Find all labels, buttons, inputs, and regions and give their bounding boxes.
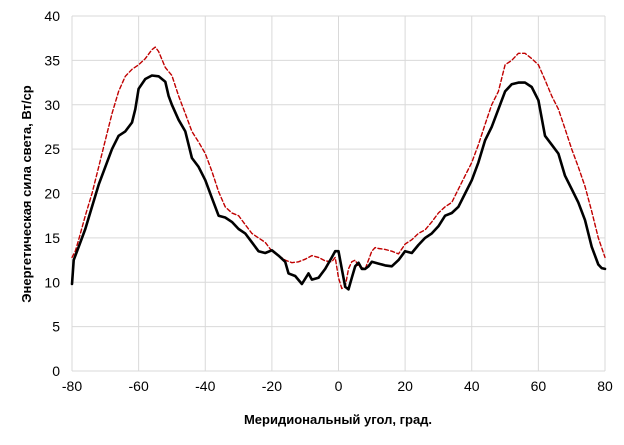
x-tick-label: 40 — [464, 378, 480, 394]
y-axis-title: Энергетическая сила света, Вт/ср — [19, 85, 34, 303]
y-tick-label: 25 — [44, 141, 60, 157]
y-tick-label: 40 — [44, 8, 60, 24]
x-tick-label: -20 — [262, 378, 282, 394]
y-tick-label: 10 — [44, 274, 60, 290]
x-tick-label: 0 — [335, 378, 343, 394]
x-tick-label: -60 — [129, 378, 149, 394]
y-tick-label: 30 — [44, 97, 60, 113]
x-tick-label: -40 — [195, 378, 215, 394]
y-tick-label: 15 — [44, 230, 60, 246]
x-tick-label: -80 — [62, 378, 82, 394]
x-tick-label: 60 — [531, 378, 547, 394]
x-axis-title: Меридиональный угол, град. — [244, 412, 432, 427]
y-tick-label: 5 — [52, 319, 60, 335]
y-tick-label: 0 — [52, 363, 60, 379]
x-tick-label: 20 — [397, 378, 413, 394]
tick-labels: -80 -60 -40 -20 0 20 40 60 80 0 5 10 15 20 25 30 35 40 — [44, 8, 613, 394]
y-tick-label: 35 — [44, 52, 60, 68]
series-line-solid — [70, 74, 607, 291]
y-tick-label: 20 — [44, 186, 60, 202]
series-line-dashed — [71, 46, 606, 290]
x-tick-label: 80 — [597, 378, 613, 394]
grid — [71, 15, 606, 372]
series-layer — [70, 46, 607, 291]
